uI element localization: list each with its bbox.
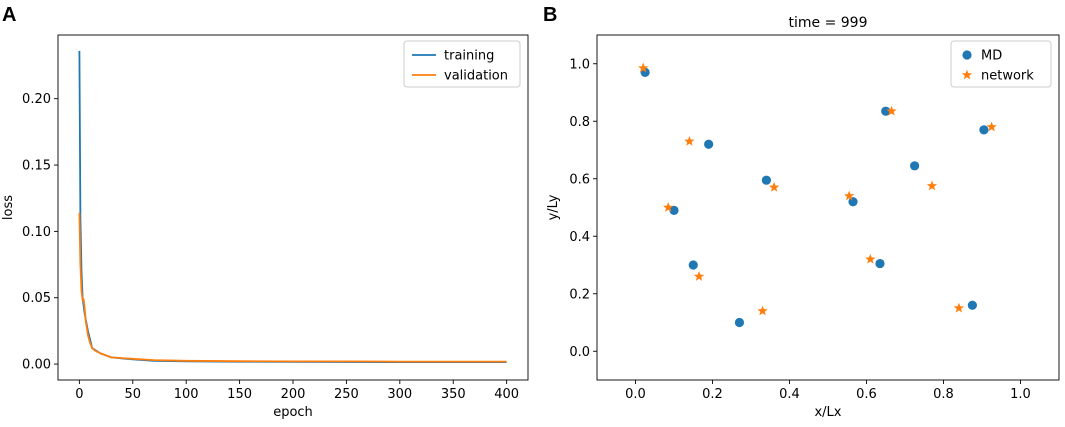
md-point [967, 300, 977, 310]
series-line-validation [78, 212, 507, 363]
y-tick-label: 0.05 [22, 291, 51, 306]
x-tick-label: 0 [75, 387, 83, 402]
plot-frame [596, 34, 1060, 381]
x-tick-label: 1.0 [1010, 387, 1031, 402]
legend: training validation [403, 40, 521, 88]
series-line-training [78, 50, 507, 364]
x-tick-label: 350 [441, 387, 466, 402]
x-axis-label: x/Lx [814, 405, 841, 420]
y-tick-label: 0.10 [22, 225, 51, 240]
network-point [986, 121, 997, 132]
x-tick-label: 0.6 [856, 387, 877, 402]
md-point [881, 106, 891, 116]
md-point [848, 197, 858, 207]
legend-swatch-MD [962, 50, 972, 60]
y-tick-label: 1.0 [569, 57, 590, 72]
md-point [704, 139, 714, 149]
y-tick-label: 0.2 [569, 287, 590, 302]
network-point [768, 181, 780, 192]
panel-b-scatter-chart: 0.0 0.2 0.4 0.6 0.8 1.0 0.0 0.2 0.4 0.6 0.8 1.0 x/Lx… [546, 15, 1060, 420]
legend-box [950, 40, 1052, 88]
network-point [684, 135, 695, 146]
panel-b-letter: B [543, 4, 557, 26]
legend-label-training: training [444, 49, 494, 64]
x-tick-label: 50 [124, 387, 141, 402]
x-tick-label: 250 [334, 387, 359, 402]
panel-a-letter: A [2, 4, 16, 26]
network-point [757, 305, 768, 316]
y-tick-label: 0.4 [569, 230, 590, 245]
md-point [875, 258, 885, 269]
network-point [865, 253, 876, 264]
legend-label-validation: validation [444, 69, 508, 84]
legend: MD network [950, 40, 1052, 88]
x-tick-label: 200 [281, 387, 306, 402]
x-tick-label: 0.8 [933, 387, 954, 402]
x-tick-label: 0.0 [625, 387, 646, 402]
x-axis-label: epoch [273, 405, 313, 420]
network-point [693, 271, 705, 281]
md-point [979, 125, 989, 135]
md-point [669, 205, 679, 215]
y-axis-label: y/Ly [546, 194, 561, 220]
x-tick-label: 300 [387, 387, 412, 402]
chart-title: time = 999 [789, 15, 868, 31]
md-point [910, 161, 920, 171]
y-tick-label: 0.20 [22, 92, 51, 107]
panel-a-loss-chart: 0 50 100 150 200 250 300 350 400 0.00 0.05 0.10 0.15… [1, 34, 529, 420]
y-tick-label: 0.0 [569, 345, 590, 360]
legend-label-network: network [981, 69, 1034, 84]
legend-label-MD: MD [981, 49, 1002, 64]
x-tick-label: 0.2 [702, 387, 723, 402]
x-tick-label: 400 [494, 387, 519, 402]
network-point [886, 105, 897, 116]
md-point [688, 260, 698, 270]
x-tick-label: 150 [227, 387, 252, 402]
y-tick-label: 0.15 [22, 159, 51, 174]
y-tick-label: 0.8 [569, 115, 590, 130]
x-tick-label: 0.4 [779, 387, 800, 402]
legend-swatch-network [961, 69, 973, 80]
network-point [663, 202, 674, 212]
network-point [953, 302, 965, 313]
y-axis-label: loss [1, 195, 16, 220]
x-tick-label: 100 [174, 387, 199, 402]
md-point [761, 175, 772, 185]
y-tick-label: 0.6 [569, 172, 590, 187]
y-tick-label: 0.00 [22, 358, 51, 373]
md-point [734, 317, 745, 328]
network-point [844, 190, 855, 201]
network-point [926, 180, 938, 191]
network-point [638, 62, 649, 73]
